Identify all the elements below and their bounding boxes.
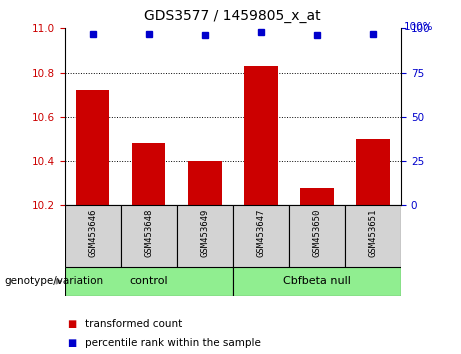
- Bar: [65, 205, 121, 267]
- Bar: [356, 139, 390, 205]
- Bar: [65, 267, 233, 296]
- Bar: [121, 205, 177, 267]
- Text: genotype/variation: genotype/variation: [5, 276, 104, 286]
- Bar: [132, 143, 165, 205]
- Text: GSM453648: GSM453648: [144, 209, 153, 257]
- Bar: [244, 66, 278, 205]
- Text: percentile rank within the sample: percentile rank within the sample: [85, 338, 261, 348]
- Bar: [300, 188, 334, 205]
- Text: Cbfbeta null: Cbfbeta null: [283, 276, 351, 286]
- Bar: [233, 205, 289, 267]
- Text: ■: ■: [67, 338, 76, 348]
- Bar: [188, 161, 222, 205]
- Bar: [76, 90, 109, 205]
- Text: transformed count: transformed count: [85, 319, 183, 329]
- Bar: [177, 205, 233, 267]
- Text: GSM453651: GSM453651: [368, 209, 378, 257]
- Text: GSM453647: GSM453647: [256, 209, 266, 257]
- Title: GDS3577 / 1459805_x_at: GDS3577 / 1459805_x_at: [144, 9, 321, 23]
- Text: GSM453650: GSM453650: [313, 209, 321, 257]
- Text: ■: ■: [67, 319, 76, 329]
- Text: GSM453649: GSM453649: [200, 209, 209, 257]
- Text: GSM453646: GSM453646: [88, 209, 97, 257]
- Bar: [345, 205, 401, 267]
- Bar: [289, 205, 345, 267]
- Text: control: control: [130, 276, 168, 286]
- Bar: [233, 267, 401, 296]
- Text: 100%: 100%: [403, 22, 433, 32]
